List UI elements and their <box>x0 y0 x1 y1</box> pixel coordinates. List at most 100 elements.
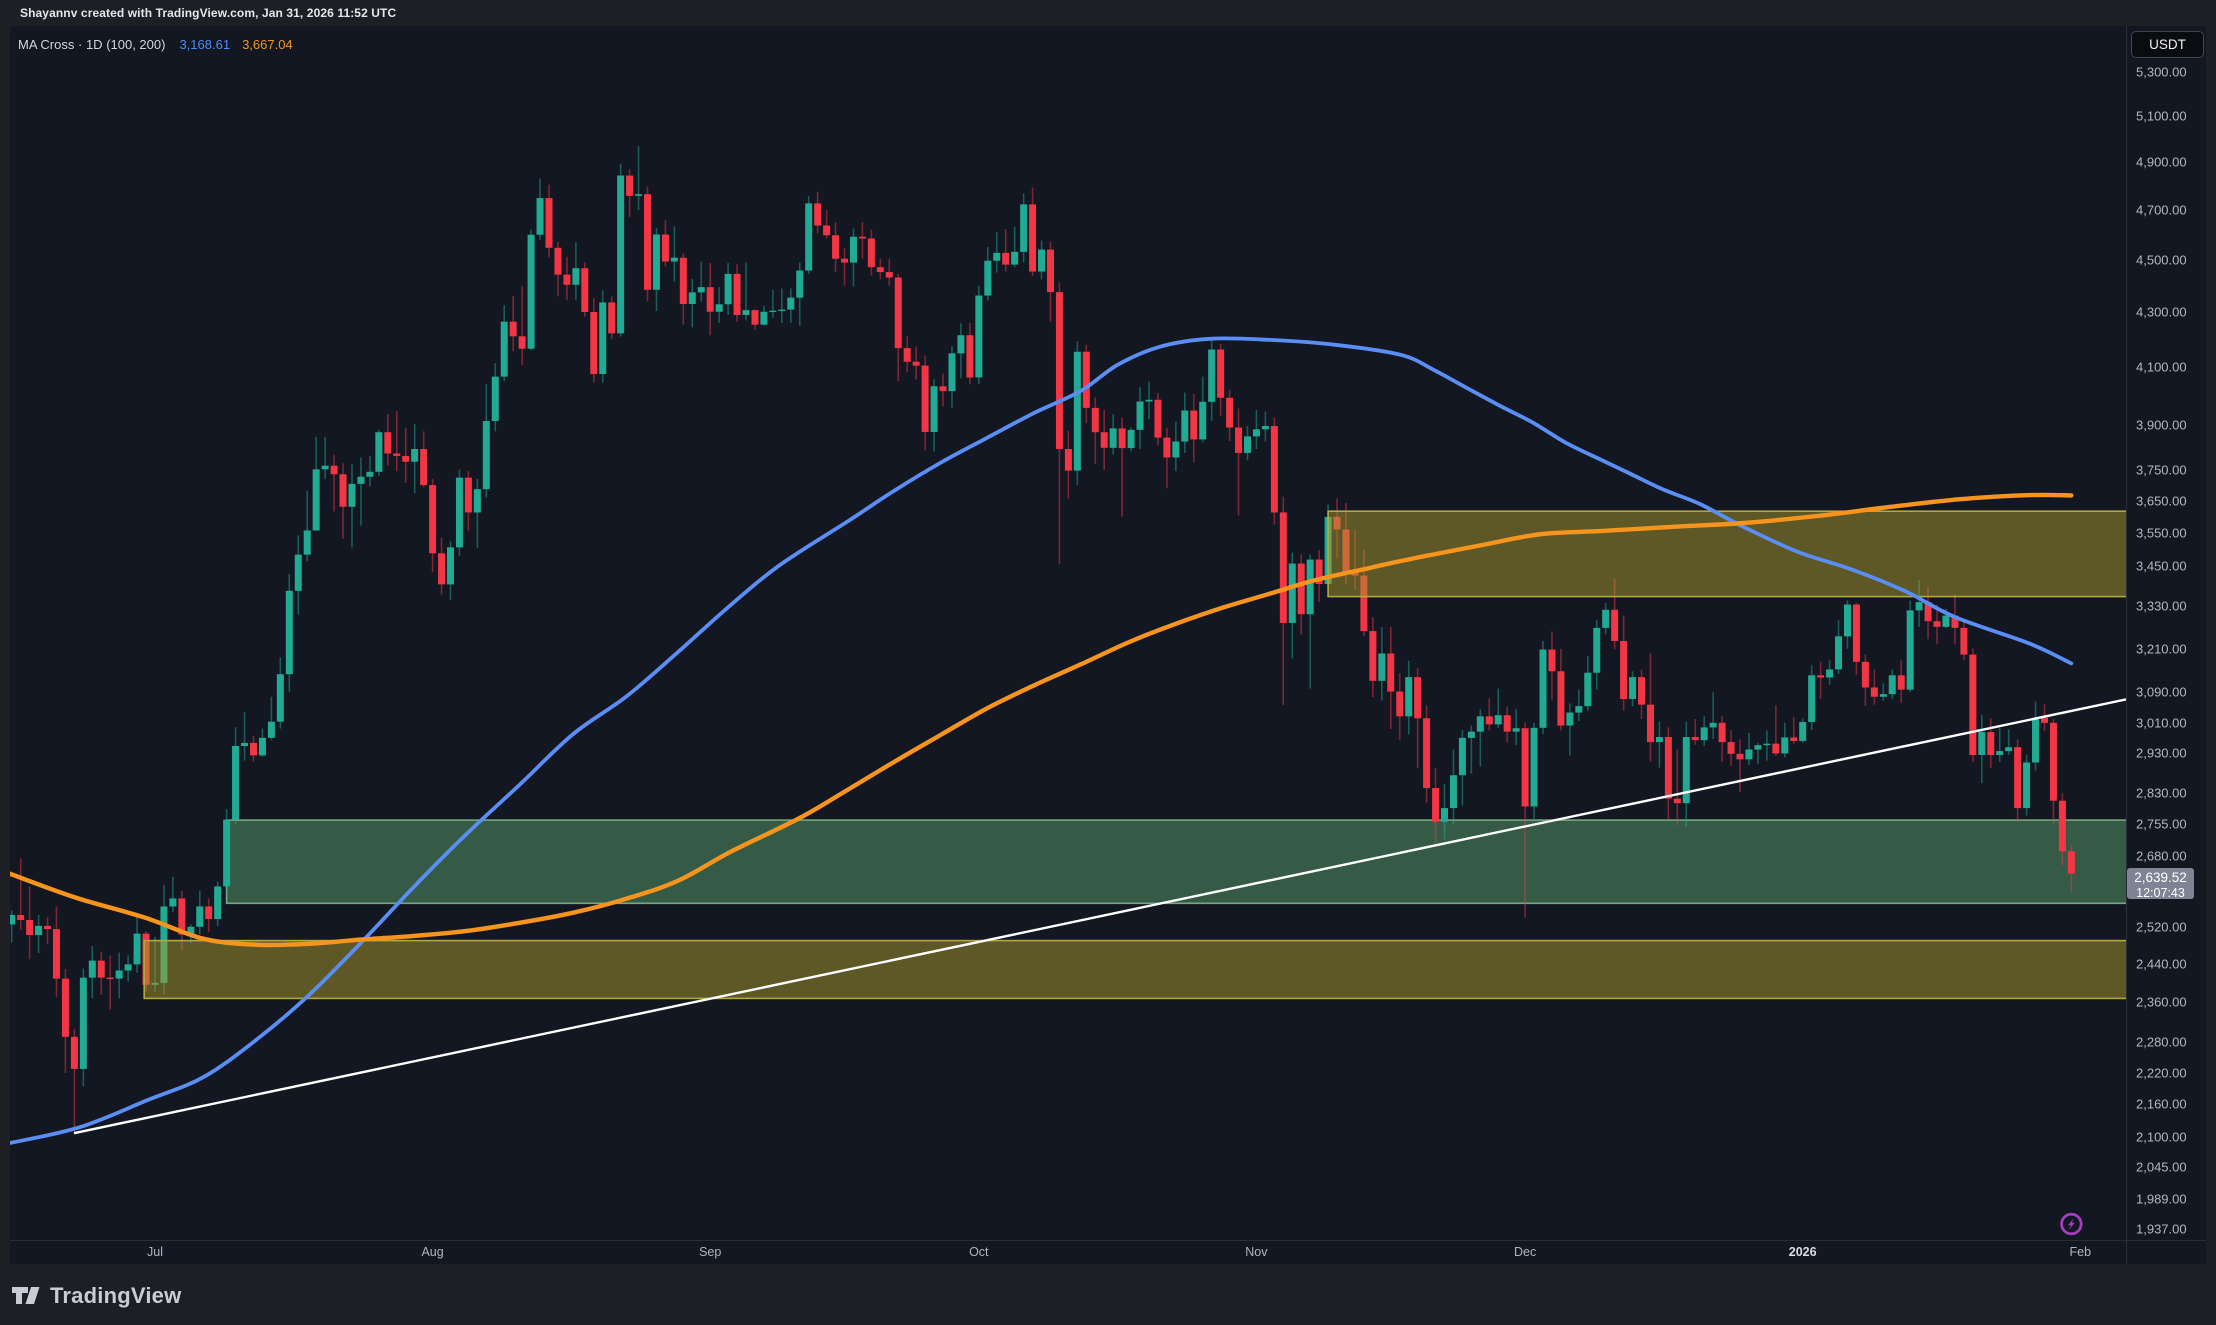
candle-body <box>1584 672 1592 707</box>
candle-wick <box>1488 698 1491 731</box>
candle-body <box>232 746 240 820</box>
candle-wick <box>1748 732 1750 765</box>
candle-body <box>2014 747 2022 809</box>
ma-100-line[interactable] <box>10 336 2074 1145</box>
candle-body <box>1906 610 1914 690</box>
candle-wick <box>46 917 49 945</box>
candle-body <box>849 236 857 263</box>
ma-200-line[interactable] <box>10 492 2074 948</box>
candle-body <box>1172 441 1180 458</box>
flash-marker-icon[interactable] <box>2060 1212 2083 1236</box>
candle-body <box>885 272 893 278</box>
candle-body <box>1700 727 1708 741</box>
candle-body <box>858 236 866 239</box>
candle-wick <box>1739 739 1741 793</box>
candle-wick <box>781 288 783 324</box>
candle-body <box>330 465 338 475</box>
candle-body <box>1870 687 1878 697</box>
candle-body <box>1091 407 1099 433</box>
price-tick-label: 2,360.00 <box>2136 994 2187 1010</box>
trend-line[interactable] <box>73 698 2126 1135</box>
candle-body <box>1521 728 1529 807</box>
candle-body <box>321 465 329 470</box>
candle-wick <box>73 1028 76 1134</box>
candle-body <box>1073 351 1081 471</box>
candle-body <box>1378 653 1386 681</box>
demand-zone-lower[interactable] <box>143 939 2166 1000</box>
candle-body <box>1485 716 1493 725</box>
candle-body <box>169 898 177 907</box>
candle-body <box>1145 399 1153 402</box>
candle-body <box>1852 604 1860 662</box>
candle-body <box>1503 715 1511 732</box>
candle-body <box>939 386 947 392</box>
candle-body <box>276 674 284 722</box>
candle-wick <box>1676 749 1679 826</box>
candle-wick <box>369 455 371 487</box>
candle-body <box>1718 722 1726 743</box>
candle-body <box>1539 649 1547 728</box>
candle-wick <box>1712 692 1714 739</box>
candle-body <box>124 964 132 971</box>
candle-body <box>1315 559 1323 585</box>
candle-body <box>2067 851 2075 874</box>
candle-body <box>1709 722 1717 728</box>
time-tick-label: Feb <box>2069 1245 2092 1259</box>
candle-body <box>339 474 347 507</box>
candle-wick <box>521 285 523 366</box>
candle-wick <box>1497 688 1500 728</box>
candle-body <box>1933 621 1941 627</box>
candle-body <box>1888 675 1896 695</box>
candle-body <box>420 449 428 486</box>
candle-body <box>17 914 25 920</box>
candle-body <box>1190 410 1198 440</box>
candle-body <box>473 489 481 513</box>
candle-wick <box>1309 554 1311 689</box>
candle-wick <box>404 427 407 483</box>
price-tick-label: 1,989.00 <box>2136 1191 2187 1207</box>
chart-pane[interactable] <box>8 146 2166 1236</box>
candle-wick <box>673 226 676 282</box>
candle-body <box>661 234 669 262</box>
candle-wick <box>395 411 398 472</box>
candle-body <box>133 933 141 965</box>
support-zone-green[interactable] <box>225 819 2166 905</box>
candle-body <box>509 321 517 337</box>
candle-body <box>903 348 911 362</box>
candle-wick <box>995 232 998 273</box>
candle-body <box>258 737 266 756</box>
price-tick-label: 2,755.00 <box>2136 816 2187 832</box>
candle-body <box>1799 722 1807 741</box>
price-tick-label: 2,930.00 <box>2136 745 2187 761</box>
price-tick-label: 4,900.00 <box>2136 154 2187 170</box>
candle-body <box>500 321 508 377</box>
candle-body <box>1924 602 1932 622</box>
candle-body <box>1817 675 1825 678</box>
candle-body <box>1915 602 1923 611</box>
candle-wick <box>1873 669 1876 705</box>
quote-currency-badge[interactable]: USDT <box>2131 31 2204 58</box>
last-price-label[interactable]: 2,639.52 12:07:43 <box>2127 867 2194 899</box>
candle-wick <box>306 490 309 562</box>
candle-body <box>285 590 293 675</box>
candle-body <box>1843 604 1851 637</box>
candle-body <box>1754 745 1762 750</box>
candle-body <box>1217 349 1225 398</box>
candle-wick <box>1013 226 1016 268</box>
candle-body <box>751 310 759 325</box>
candle-body <box>1745 749 1753 760</box>
candle-body <box>1029 204 1037 272</box>
candle-wick <box>700 261 703 302</box>
candle-body <box>679 257 687 305</box>
candle-body <box>1557 671 1565 726</box>
tradingview-logo[interactable]: TradingView <box>12 1283 181 1309</box>
candle-body <box>1566 712 1574 726</box>
candle-body <box>1387 653 1395 692</box>
price-tick-label: 4,500.00 <box>2136 252 2187 268</box>
candle-body <box>97 960 105 978</box>
indicator-legend[interactable]: MA Cross · 1D (100, 200) 3,168.61 3,667.04 <box>18 37 293 52</box>
candle-body <box>1772 743 1780 754</box>
candle-body <box>1638 677 1646 705</box>
price-tick-label: 4,700.00 <box>2136 202 2187 218</box>
